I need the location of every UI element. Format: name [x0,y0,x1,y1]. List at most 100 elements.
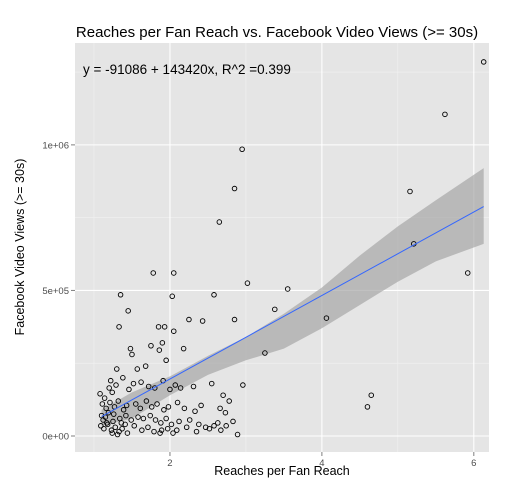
data-point [211,423,217,429]
data-point [176,418,182,425]
data-point [101,395,108,401]
data-point [135,414,141,420]
data-point [464,270,471,276]
data-point [140,415,147,422]
data-point [112,424,119,431]
data-point [156,347,163,353]
data-point [159,340,166,346]
data-point [167,386,173,393]
data-point [222,409,229,416]
regression-line [101,206,484,418]
data-point [262,350,268,356]
data-point [152,385,158,391]
data-point [407,188,413,195]
data-point [218,427,224,433]
data-point [216,219,223,225]
data-point [98,423,104,429]
data-point [151,428,157,435]
data-point [124,430,131,436]
data-point [152,417,159,423]
data-point [145,383,152,390]
data-point [150,270,156,276]
data-point [108,427,115,433]
data-point [193,428,200,435]
data-point [127,345,134,352]
data-point [120,375,126,381]
data-point [223,423,229,429]
data-point [100,417,106,423]
x-axis-ticks: 2 4 6 [167,452,476,469]
regression-equation: y = -91086 + 143420x, R^2 =0.399 [83,62,291,77]
data-point [168,421,175,428]
data-point [190,383,197,390]
data-point [114,366,120,372]
x-axis-title: Reaches per Fan Reach [214,464,350,478]
data-point [119,425,125,432]
data-point [109,430,115,436]
data-point [110,411,117,417]
data-point [231,316,238,323]
data-point [134,366,141,372]
data-point [231,185,238,192]
data-point [147,412,153,419]
data-point [174,399,181,406]
data-point [106,385,112,391]
data-point [120,407,127,413]
data-point [244,280,251,286]
data-point [177,385,184,391]
data-point [163,415,169,422]
data-point [109,389,115,396]
data-point [125,308,131,314]
data-point [211,292,217,298]
data-point [138,379,144,385]
data-point [116,324,122,330]
data-point [171,270,177,276]
data-point [161,407,167,413]
data-point [196,421,202,428]
data-point [104,420,110,426]
data-point [161,324,168,330]
data-point [170,430,176,436]
data-point [143,398,150,404]
data-point [323,315,330,321]
data-point [123,412,129,419]
data-point [101,425,107,432]
data-point [208,380,215,387]
data-point [226,398,232,404]
data-point [163,357,169,364]
data-point [126,386,132,393]
data-point [368,392,375,398]
data-point [240,382,246,388]
y-axis-ticks: 0e+00 5e+05 1e+06 [42,140,75,442]
data-point [198,402,204,409]
data-point [113,382,119,388]
data-point [145,424,151,431]
data-point [155,324,162,330]
y-tick-label: 1e+06 [42,140,69,151]
data-point [110,418,116,425]
data-point [107,377,114,384]
data-point [169,293,175,300]
data-point [107,399,113,406]
x-tick-label: 6 [471,458,476,469]
y-axis-title: Facebook Video Views (>= 30s) [13,159,27,336]
data-point [165,404,172,410]
x-tick-label: 2 [167,458,172,469]
data-point [239,146,245,153]
data-point [133,401,139,407]
data-point [137,405,144,412]
data-point [284,286,291,292]
data-point [186,417,193,423]
data-point [97,391,103,397]
data-point [220,392,226,398]
data-point [148,404,155,410]
data-point [99,401,106,407]
data-point [174,427,180,433]
data-point [130,380,137,387]
data-point [154,401,160,407]
data-point [199,318,206,324]
data-point [192,408,198,414]
data-point [171,328,177,334]
data-point [272,306,278,313]
